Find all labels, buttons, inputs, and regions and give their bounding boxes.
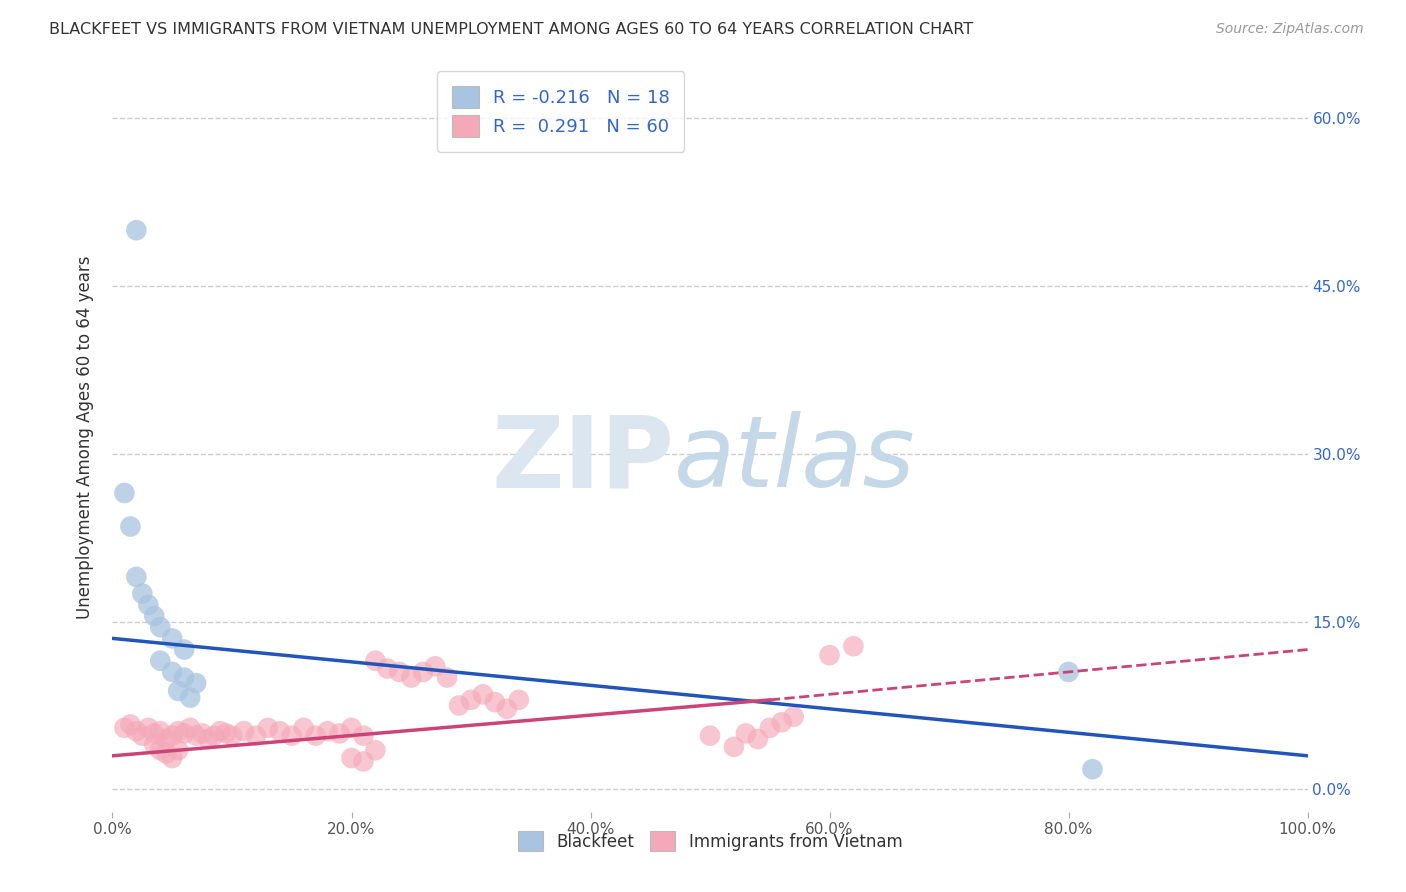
Point — [329, 726, 352, 740]
Point — [723, 739, 745, 754]
Point — [149, 743, 172, 757]
Point — [447, 698, 470, 713]
Point — [149, 654, 172, 668]
Point — [131, 587, 153, 601]
Point — [162, 751, 183, 765]
Point — [281, 729, 304, 743]
Point — [143, 726, 166, 740]
Text: BLACKFEET VS IMMIGRANTS FROM VIETNAM UNEMPLOYMENT AMONG AGES 60 TO 64 YEARS CORR: BLACKFEET VS IMMIGRANTS FROM VIETNAM UNE… — [49, 22, 973, 37]
Point — [167, 684, 190, 698]
Point — [173, 726, 195, 740]
Point — [202, 729, 225, 743]
Point — [114, 721, 135, 735]
Point — [138, 721, 160, 735]
Point — [167, 743, 190, 757]
Point — [818, 648, 841, 662]
Point — [735, 726, 758, 740]
Point — [401, 671, 423, 685]
Point — [197, 732, 219, 747]
Point — [173, 642, 195, 657]
Point — [842, 639, 865, 653]
Point — [120, 519, 142, 533]
Point — [484, 695, 506, 709]
Point — [149, 620, 172, 634]
Point — [377, 662, 399, 676]
Text: Source: ZipAtlas.com: Source: ZipAtlas.com — [1216, 22, 1364, 37]
Point — [472, 687, 495, 701]
Point — [138, 598, 160, 612]
Point — [215, 726, 238, 740]
Point — [496, 702, 519, 716]
Point — [186, 729, 208, 743]
Point — [364, 654, 387, 668]
Point — [699, 729, 721, 743]
Point — [364, 743, 387, 757]
Text: atlas: atlas — [675, 411, 915, 508]
Point — [162, 632, 183, 646]
Point — [162, 729, 183, 743]
Point — [179, 721, 201, 735]
Point — [155, 747, 177, 761]
Point — [759, 721, 782, 735]
Point — [125, 570, 148, 584]
Point — [167, 724, 190, 739]
Point — [352, 729, 374, 743]
Point — [460, 693, 482, 707]
Point — [209, 724, 232, 739]
Point — [412, 665, 434, 679]
Point — [1081, 762, 1104, 776]
Point — [125, 223, 148, 237]
Point — [340, 751, 363, 765]
Point — [316, 724, 339, 739]
Point — [388, 665, 411, 679]
Text: ZIP: ZIP — [491, 411, 675, 508]
Point — [340, 721, 363, 735]
Point — [782, 709, 804, 723]
Point — [114, 486, 135, 500]
Point — [125, 724, 148, 739]
Point — [747, 732, 769, 747]
Point — [436, 671, 458, 685]
Point — [191, 726, 214, 740]
Point — [120, 717, 142, 731]
Point — [186, 676, 208, 690]
Point — [149, 724, 172, 739]
Point — [1057, 665, 1080, 679]
Point — [221, 729, 243, 743]
Point — [770, 715, 793, 730]
Point — [173, 671, 195, 685]
Point — [233, 724, 256, 739]
Point — [352, 755, 374, 769]
Y-axis label: Unemployment Among Ages 60 to 64 years: Unemployment Among Ages 60 to 64 years — [76, 255, 94, 619]
Point — [155, 732, 177, 747]
Point — [143, 738, 166, 752]
Point — [257, 721, 280, 735]
Point — [508, 693, 530, 707]
Point — [425, 659, 447, 673]
Point — [269, 724, 291, 739]
Point — [179, 690, 201, 705]
Point — [292, 721, 315, 735]
Point — [305, 729, 328, 743]
Point — [162, 665, 183, 679]
Point — [131, 729, 153, 743]
Point — [143, 609, 166, 624]
Point — [245, 729, 267, 743]
Legend: Blackfeet, Immigrants from Vietnam: Blackfeet, Immigrants from Vietnam — [509, 822, 911, 860]
